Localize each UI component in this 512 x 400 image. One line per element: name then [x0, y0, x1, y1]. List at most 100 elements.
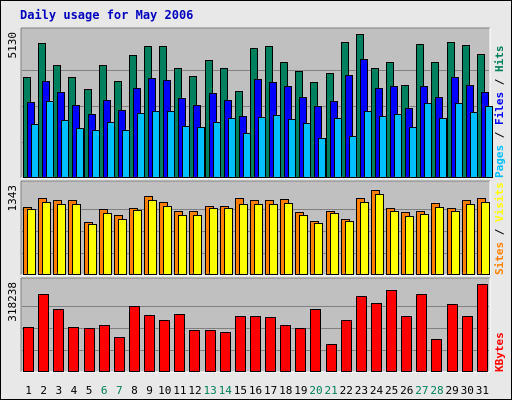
x-tick-label-day-21: 21 [325, 384, 338, 397]
legend-separator: / [493, 72, 506, 92]
bar-visits-day-28 [435, 207, 444, 275]
bar-visits-day-27 [420, 214, 429, 275]
x-axis-day-labels: 1 2 3 4 5 6 7 8 9 10 11 12 13 14 15 16 17 18 19 20 21 22 23 24 2… [25, 384, 489, 397]
bar-pages-day-9 [152, 111, 160, 178]
x-tick-label-day-18: 18 [279, 384, 292, 397]
legend-entry-visits: Visits [493, 182, 506, 222]
bar-pages-day-18 [288, 119, 296, 178]
bar-pages-day-15 [243, 133, 251, 178]
bar-visits-day-21 [330, 213, 339, 275]
bar-pages-day-31 [485, 106, 493, 178]
x-tick-label-day-25: 25 [385, 384, 398, 397]
bar-visits-day-11 [178, 215, 187, 275]
bar-kbytes-day-13 [205, 330, 216, 372]
panel-2: 1343 Sites / Visits [6, 180, 506, 276]
legend-entry-files: Files [493, 92, 506, 125]
bar-kbytes-day-16 [250, 316, 261, 372]
bar-kbytes-day-29 [447, 304, 458, 372]
bar-visits-day-29 [451, 211, 460, 275]
bar-pages-day-19 [303, 123, 311, 178]
bar-visits-day-24 [375, 194, 384, 275]
bar-visits-day-9 [148, 200, 157, 275]
bar-visits-day-26 [405, 216, 414, 275]
bar-pages-day-13 [213, 122, 221, 178]
legend-entry-sites: Sites [493, 242, 506, 275]
bar-visits-day-3 [57, 204, 66, 275]
x-tick-label-day-10: 10 [158, 384, 171, 397]
legend-separator: / [493, 222, 506, 242]
bar-pages-day-27 [424, 103, 432, 178]
bar-kbytes-day-17 [265, 317, 276, 372]
x-tick-label-day-3: 3 [56, 384, 63, 397]
x-tick-label-day-11: 11 [173, 384, 186, 397]
bar-kbytes-day-19 [295, 328, 306, 372]
bar-kbytes-day-21 [326, 344, 337, 372]
bar-pages-day-22 [349, 136, 357, 178]
x-tick-label-day-7: 7 [116, 384, 123, 397]
bar-pages-day-4 [76, 128, 84, 178]
legend-entry-kbytes: KBytes [493, 332, 506, 372]
bar-visits-day-4 [72, 204, 81, 275]
bar-pages-day-16 [258, 117, 266, 178]
bar-kbytes-day-30 [462, 316, 473, 372]
bar-kbytes-day-25 [386, 290, 397, 372]
x-tick-label-day-4: 4 [71, 384, 78, 397]
bar-visits-day-8 [133, 210, 142, 275]
bar-visits-day-19 [299, 215, 308, 275]
bar-pages-day-28 [439, 118, 447, 178]
bar-pages-day-17 [273, 115, 281, 178]
bar-pages-day-2 [46, 101, 54, 178]
bar-visits-day-23 [360, 202, 369, 275]
bar-pages-day-8 [137, 113, 145, 178]
x-tick-label-day-1: 1 [25, 384, 32, 397]
bar-pages-day-3 [61, 120, 69, 178]
bar-kbytes-day-31 [477, 284, 488, 372]
bar-kbytes-day-2 [38, 294, 49, 372]
bar-pages-day-12 [197, 127, 205, 178]
x-tick-label-day-2: 2 [40, 384, 47, 397]
panel-legend: Sites / Visits [493, 182, 506, 275]
bar-kbytes-day-4 [68, 327, 79, 372]
x-tick-label-day-13: 13 [203, 384, 216, 397]
bar-kbytes-day-18 [280, 325, 291, 372]
bar-visits-day-1 [27, 209, 36, 275]
x-tick-label-day-23: 23 [355, 384, 368, 397]
y-axis-max-label: 318238 [6, 282, 19, 322]
x-tick-label-day-6: 6 [101, 384, 108, 397]
x-tick-label-day-16: 16 [249, 384, 262, 397]
bar-kbytes-day-11 [174, 314, 185, 372]
bar-kbytes-day-28 [431, 339, 442, 372]
bar-pages-day-1 [31, 124, 39, 178]
bar-kbytes-day-23 [356, 296, 367, 372]
bar-visits-day-25 [390, 211, 399, 275]
bar-pages-day-30 [470, 112, 478, 178]
chart-title: Daily usage for May 2006 [20, 8, 193, 22]
y-axis-max-label: 5130 [6, 32, 19, 59]
bar-visits-day-13 [209, 208, 218, 275]
chart-panels: 5130 Pages / Files / Hits 1343 Sites / Visi… [6, 27, 506, 373]
bar-visits-day-31 [481, 202, 490, 275]
bar-visits-day-22 [345, 221, 354, 275]
x-tick-label-day-24: 24 [370, 384, 384, 397]
bar-kbytes-day-14 [220, 332, 231, 372]
bar-pages-day-11 [182, 126, 190, 178]
bar-kbytes-day-12 [189, 330, 200, 372]
x-tick-label-day-26: 26 [400, 384, 413, 397]
bar-kbytes-day-15 [235, 316, 246, 372]
x-tick-label-day-20: 20 [309, 384, 322, 397]
x-tick-label-day-17: 17 [264, 384, 277, 397]
bar-pages-day-21 [334, 118, 342, 178]
bar-kbytes-day-5 [84, 328, 95, 372]
bar-visits-day-20 [314, 223, 323, 275]
legend-entry-hits: Hits [493, 46, 506, 73]
panel-3: 318238 KBytes [6, 277, 506, 373]
bar-visits-day-15 [239, 204, 248, 275]
bar-pages-day-23 [364, 111, 372, 178]
x-tick-label-day-14: 14 [219, 384, 233, 397]
bar-visits-day-30 [466, 204, 475, 275]
bar-pages-day-14 [228, 118, 236, 178]
bar-kbytes-day-22 [341, 320, 352, 372]
bar-visits-day-7 [118, 219, 127, 275]
bar-pages-day-29 [455, 103, 463, 178]
